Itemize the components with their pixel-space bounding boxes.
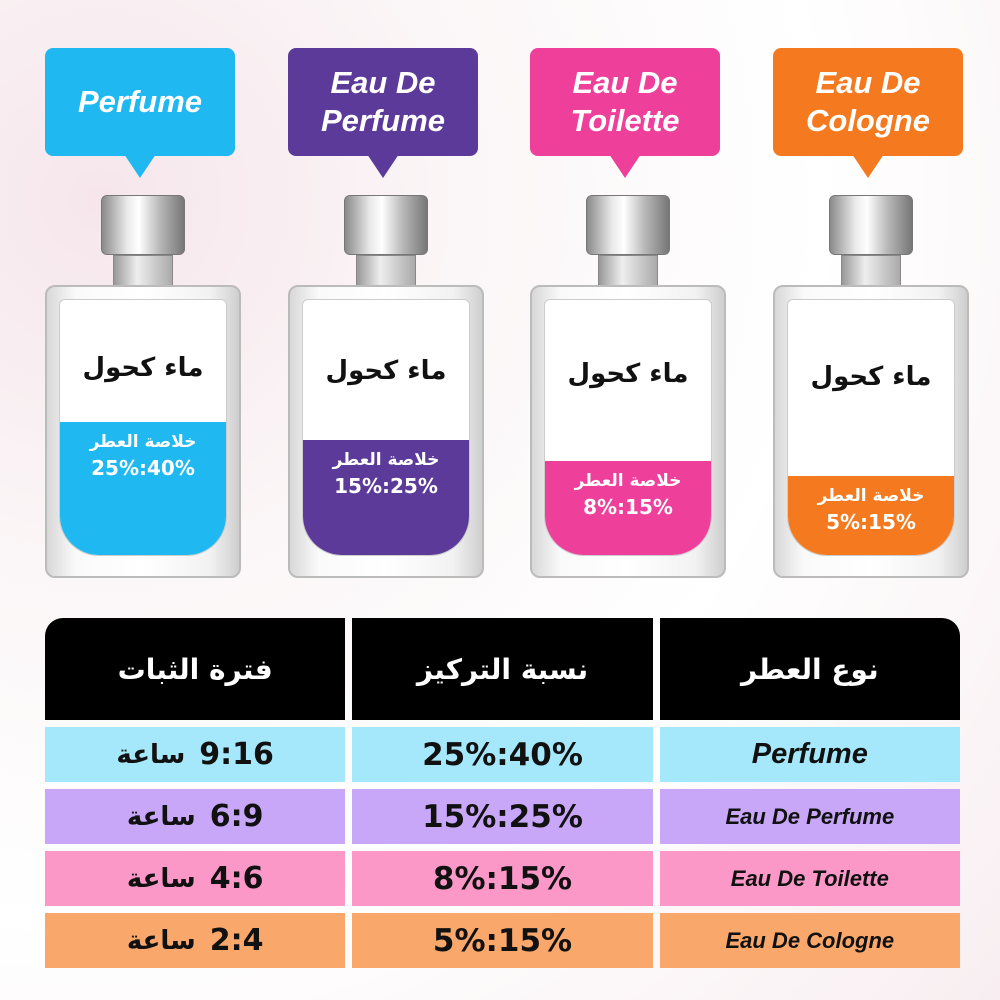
bottle-body: ماء كحول خلاصة العطر 5%:15% bbox=[773, 285, 969, 578]
essence-fill: خلاصة العطر 5%:15% bbox=[788, 475, 954, 555]
alcohol-label: ماء كحول bbox=[325, 356, 447, 386]
duration-unit: ساعة bbox=[126, 863, 196, 894]
bottle-cap bbox=[344, 195, 428, 255]
bottle-neck bbox=[841, 255, 901, 287]
bottle-neck bbox=[356, 255, 416, 287]
bottle-body: ماء كحول خلاصة العطر 25%:40% bbox=[45, 285, 241, 578]
alcohol-label: ماء كحول bbox=[810, 361, 932, 392]
bottle-body: ماء كحول خلاصة العطر 15%:25% bbox=[288, 285, 484, 578]
bottle-body: ماء كحول خلاصة العطر 8%:15% bbox=[530, 285, 726, 578]
table-header: فترة الثبات نسبة التركيز نوع العطر bbox=[45, 618, 960, 720]
perfume-bottle: ماء كحول خلاصة العطر 15%:25% bbox=[288, 195, 484, 578]
header-concentration: نسبة التركيز bbox=[352, 618, 653, 720]
essence-fill: خلاصة العطر 8%:15% bbox=[545, 460, 711, 555]
duration-unit: ساعة bbox=[116, 739, 186, 770]
table-row: ساعة 2:4 5%:15% Eau De Cologne bbox=[45, 913, 960, 968]
duration-unit: ساعة bbox=[126, 801, 196, 832]
type-label-bubble: Eau De Toilette bbox=[530, 48, 720, 178]
concentration-cell: 15%:25% bbox=[352, 789, 653, 844]
bottle-cap bbox=[586, 195, 670, 255]
type-cell: Perfume bbox=[659, 727, 960, 782]
essence-label: خلاصة العطر bbox=[89, 432, 197, 453]
type-cell: Eau De Toilette bbox=[659, 851, 960, 906]
duration-value: 9:16 bbox=[199, 737, 274, 772]
duration-value: 4:6 bbox=[209, 861, 264, 896]
table-row: ساعة 9:16 25%:40% Perfume bbox=[45, 727, 960, 782]
duration-value: 2:4 bbox=[209, 923, 264, 958]
essence-fill: خلاصة العطر 25%:40% bbox=[60, 422, 226, 555]
essence-fill: خلاصة العطر 15%:25% bbox=[303, 440, 469, 555]
essence-range: 5%:15% bbox=[826, 509, 916, 534]
duration-cell: ساعة 9:16 bbox=[45, 727, 346, 782]
type-label-bubble: Eau De Cologne bbox=[773, 48, 963, 178]
type-cell: Eau De Cologne bbox=[659, 913, 960, 968]
bottle-neck bbox=[113, 255, 173, 287]
concentration-cell: 25%:40% bbox=[352, 727, 653, 782]
perfume-bottle: ماء كحول خلاصة العطر 25%:40% bbox=[45, 195, 241, 578]
bottle-cap bbox=[101, 195, 185, 255]
perfume-bottle: ماء كحول خلاصة العطر 8%:15% bbox=[530, 195, 726, 578]
duration-cell: ساعة 2:4 bbox=[45, 913, 346, 968]
alcohol-label: ماء كحول bbox=[82, 353, 204, 384]
type-label-bubble: Eau De Perfume bbox=[288, 48, 478, 178]
header-type: نوع العطر bbox=[659, 618, 960, 720]
duration-cell: ساعة 4:6 bbox=[45, 851, 346, 906]
bottle-cap bbox=[829, 195, 913, 255]
duration-value: 6:9 bbox=[209, 799, 264, 834]
concentration-cell: 5%:15% bbox=[352, 913, 653, 968]
type-cell: Eau De Perfume bbox=[659, 789, 960, 844]
essence-label: خلاصة العطر bbox=[817, 485, 925, 506]
duration-cell: ساعة 6:9 bbox=[45, 789, 346, 844]
essence-range: 25%:40% bbox=[91, 456, 195, 481]
header-duration: فترة الثبات bbox=[45, 618, 346, 720]
table-row: ساعة 6:9 15%:25% Eau De Perfume bbox=[45, 789, 960, 844]
essence-label: خلاصة العطر bbox=[332, 450, 440, 471]
table-row: ساعة 4:6 8%:15% Eau De Toilette bbox=[45, 851, 960, 906]
essence-range: 8%:15% bbox=[583, 494, 673, 519]
comparison-table: فترة الثبات نسبة التركيز نوع العطر ساعة … bbox=[45, 618, 960, 968]
essence-label: خلاصة العطر bbox=[574, 470, 682, 491]
perfume-bottle: ماء كحول خلاصة العطر 5%:15% bbox=[773, 195, 969, 578]
concentration-cell: 8%:15% bbox=[352, 851, 653, 906]
type-label-bubble: Perfume bbox=[45, 48, 235, 178]
duration-unit: ساعة bbox=[126, 925, 196, 956]
bottle-neck bbox=[598, 255, 658, 287]
essence-range: 15%:25% bbox=[334, 474, 438, 499]
alcohol-label: ماء كحول bbox=[567, 359, 689, 390]
